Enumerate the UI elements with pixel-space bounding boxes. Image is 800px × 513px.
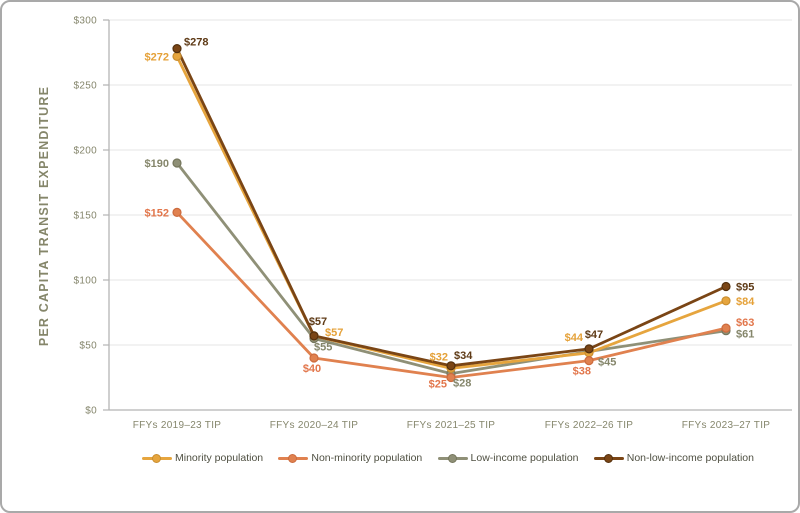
series-line-low-income-population [175,161,728,376]
data-point-marker [172,43,182,54]
value-label: $84 [736,296,755,308]
value-label: $63 [736,317,754,329]
series-line-minority-population [175,55,728,370]
data-point-marker [721,281,731,292]
value-label: $152 [145,207,169,219]
legend-item-non-minority-population: Non-minority population [278,452,422,464]
legend-line-dot-icon [593,453,624,463]
series-line-non-low-income-population [175,47,728,368]
data-point-marker [584,356,594,366]
value-label: $61 [736,329,754,341]
y-tick-label: $150 [74,211,98,222]
value-label: $47 [585,329,603,341]
legend-line-dot-icon [142,453,172,463]
series-line-non-minority-population [175,210,728,379]
value-label: $25 [429,379,447,391]
value-label: $57 [309,316,327,328]
legend-line-dot-icon [278,453,309,463]
data-point-marker [446,372,456,383]
line-chart: $0 $50 $100 $150 $200 $250 $300 FFYs 2019–23 TI… [74,16,792,431]
legend-label: Non-low-income population [626,452,754,464]
y-tick-label: $0 [85,406,97,417]
data-point-marker [721,296,731,306]
data-point-marker [309,331,319,341]
data-point-marker [309,353,319,363]
y-tick-label: $200 [74,146,98,157]
value-label: $278 [184,37,208,49]
value-label: $28 [453,378,471,390]
legend-label: Low-income population [470,452,579,464]
value-label: $95 [736,282,754,294]
value-label: $55 [314,342,332,354]
y-tick-label: $100 [74,276,98,287]
value-label: $32 [430,351,448,363]
x-axis-label: FFYs 2022–26 TIP [545,420,634,431]
x-axis-label: FFYs 2020–24 TIP [270,420,359,431]
data-point-marker [721,323,731,333]
x-axis-label: FFYs 2019–23 TIP [133,420,222,431]
y-tick-label: $250 [74,81,98,92]
chart-legend: Minority population Non-minority populati… [142,452,754,464]
value-label: $272 [145,51,169,63]
x-axis-label: FFYs 2023–27 TIP [682,420,771,431]
value-label: $38 [573,366,591,378]
data-point-marker [446,361,456,371]
y-tick-label: $300 [74,16,98,27]
legend-line-dot-icon [437,453,468,463]
legend-label: Non-minority population [311,452,423,464]
data-point-marker [172,51,182,62]
legend-item-non-low-income-population: Non-low-income population [593,452,754,464]
data-point-marker [172,207,182,217]
value-label: $190 [145,158,169,170]
value-label: $45 [598,357,616,369]
y-tick-label: $50 [79,341,97,352]
value-label: $40 [303,363,321,375]
legend-item-minority-population: Minority population [142,452,263,464]
value-label: $34 [454,350,473,362]
legend-item-low-income-population: Low-income population [437,452,579,464]
value-label: $57 [325,327,343,339]
x-axis-label: FFYs 2021–25 TIP [407,420,496,431]
value-label: $44 [565,332,584,344]
data-point-marker [172,158,182,168]
data-point-marker [584,344,594,354]
legend-label: Minority population [175,452,264,464]
